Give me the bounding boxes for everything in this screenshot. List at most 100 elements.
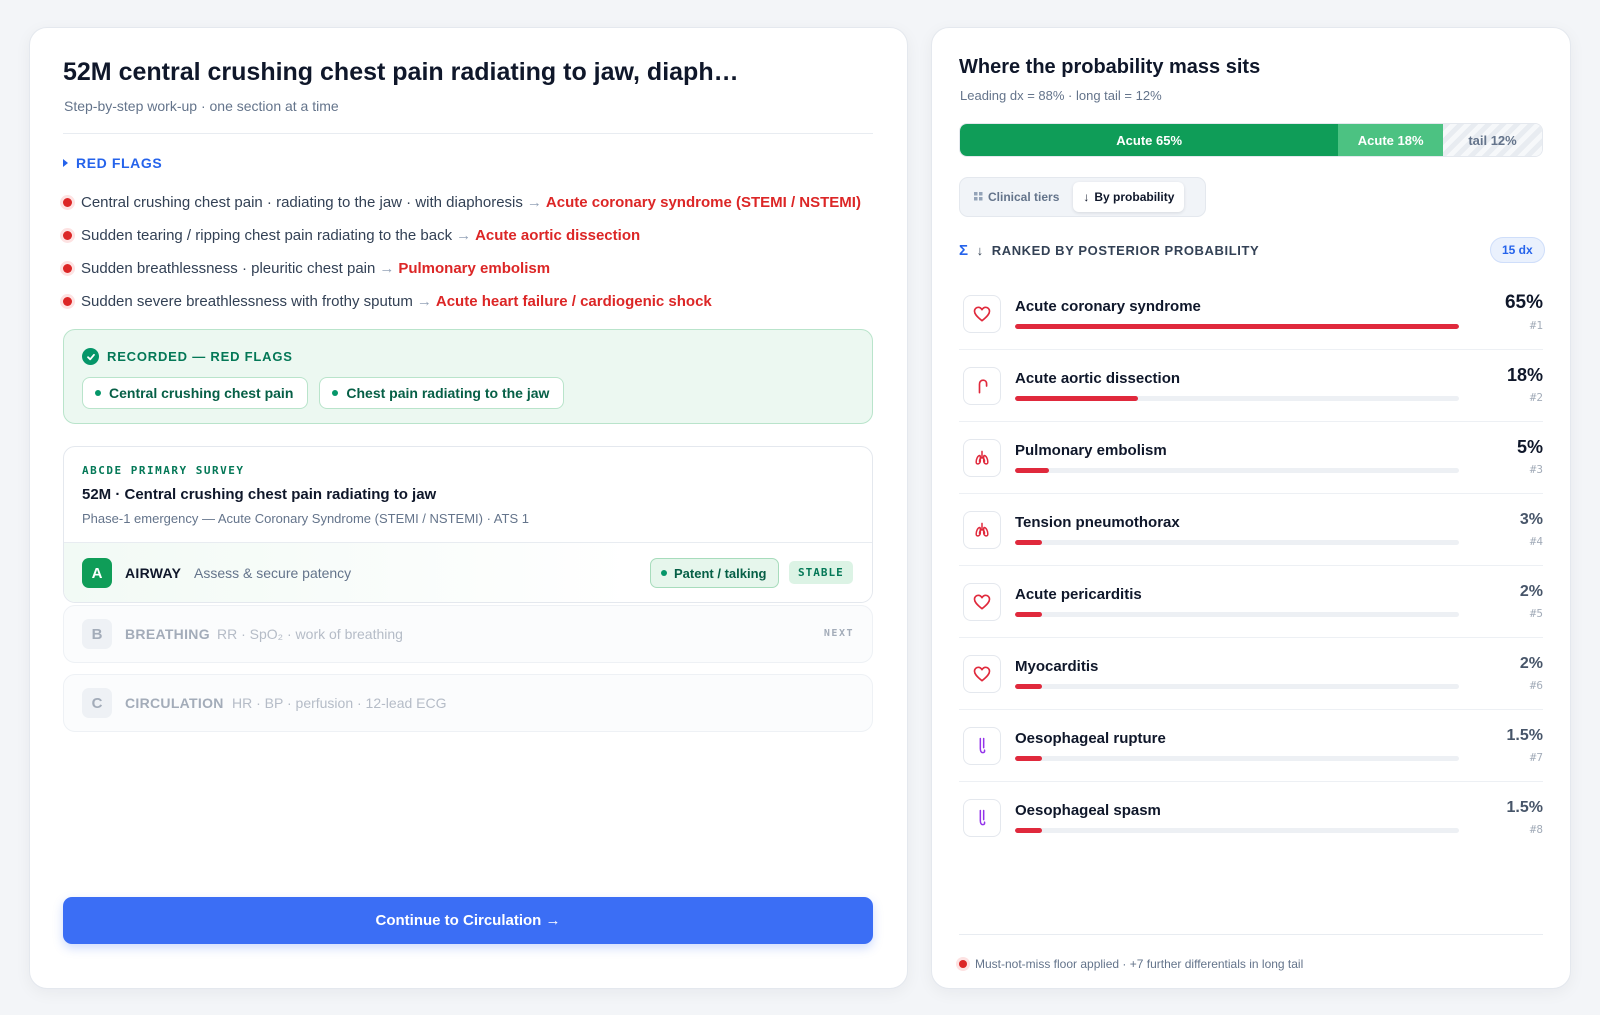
red-flags-toggle[interactable]: RED FLAGS	[63, 155, 162, 171]
differential-row[interactable]: Acute aortic dissection 18% #2	[959, 350, 1543, 422]
red-flag-dx: Acute aortic dissection	[475, 227, 641, 244]
probability-bar	[1015, 540, 1459, 545]
probability-bar-fill	[1015, 468, 1050, 473]
probability-bar	[1015, 828, 1459, 833]
red-dot-icon	[63, 231, 72, 240]
differential-name: Oesophageal rupture	[1015, 730, 1166, 747]
red-dot-icon	[63, 297, 72, 306]
recorded-chips: Central crushing chest pain Chest pain r…	[82, 377, 565, 409]
differential-row[interactable]: Acute coronary syndrome 65% #1	[959, 278, 1543, 350]
recorded-chip-label: Central crushing chest pain	[109, 385, 294, 401]
sigma-icon: Σ	[959, 242, 969, 259]
mass-subtitle: Leading dx = 88% · long tail = 12%	[960, 88, 1162, 103]
rank-label: #7	[1529, 751, 1543, 764]
circulation-step[interactable]: C CIRCULATION HR · BP · perfusion · 12-l…	[63, 674, 873, 732]
lungs-icon	[963, 511, 1001, 549]
differential-row[interactable]: Myocarditis 2% #6	[959, 638, 1543, 710]
breathing-desc: RR · SpO₂ · work of breathing	[217, 626, 403, 642]
red-dot-icon	[63, 198, 72, 207]
red-flag-item: Sudden severe breathlessness with frothy…	[63, 285, 893, 318]
probability-bar-fill	[1015, 612, 1042, 617]
caret-right-icon	[63, 159, 68, 167]
survey-title: 52M · Central crushing chest pain radiat…	[82, 486, 437, 503]
differential-row[interactable]: Tension pneumothorax 3% #4	[959, 494, 1543, 566]
probability-bar	[1015, 684, 1459, 689]
footer-note: Must-not-miss floor applied · +7 further…	[975, 957, 1304, 971]
footer-note-row: Must-not-miss floor applied · +7 further…	[959, 957, 1303, 971]
differential-name: Acute coronary syndrome	[1015, 298, 1201, 315]
red-dot-icon	[63, 264, 72, 273]
recorded-heading-row: RECORDED — RED FLAGS	[82, 348, 293, 365]
differential-row[interactable]: Pulmonary embolism 5% #3	[959, 422, 1543, 494]
tab-by-probability[interactable]: ↓ By probability	[1073, 182, 1185, 212]
airway-desc: Assess & secure patency	[194, 565, 352, 581]
airway-finding-chip[interactable]: Patent / talking	[650, 558, 780, 588]
primary-survey-card: ABCDE PRIMARY SURVEY 52M · Central crush…	[63, 446, 873, 603]
differential-row[interactable]: Acute pericarditis 2% #5	[959, 566, 1543, 638]
case-title: 52M central crushing chest pain radiatin…	[63, 58, 739, 86]
oesophagus-icon	[963, 799, 1001, 837]
divider	[959, 934, 1543, 935]
recorded-chip[interactable]: Chest pain radiating to the jaw	[319, 377, 565, 409]
continue-button[interactable]: Continue to Circulation →	[63, 897, 873, 944]
mass-segment-second: Acute 18%	[1338, 124, 1444, 156]
mass-segment-leading: Acute 65%	[960, 124, 1339, 156]
probability-bar-fill	[1015, 756, 1042, 761]
red-flag-text: Sudden breathlessness · pleuritic chest …	[81, 260, 376, 277]
arrow-right-icon: →	[379, 260, 395, 277]
differential-row[interactable]: Oesophageal rupture 1.5% #7	[959, 710, 1543, 782]
arrow-right-icon: →	[416, 293, 432, 310]
circulation-name: CIRCULATION	[125, 695, 224, 711]
red-flag-text: Sudden severe breathlessness with frothy…	[81, 293, 413, 310]
grid-icon	[974, 190, 983, 204]
airway-finding: Patent / talking	[674, 565, 767, 581]
probability-value: 18%	[1506, 365, 1543, 385]
breathing-name: BREATHING	[125, 626, 210, 642]
ranked-heading-row: Σ ↓ RANKED BY POSTERIOR PROBABILITY	[959, 242, 1259, 259]
tab-clinical-tiers[interactable]: Clinical tiers	[964, 182, 1069, 212]
red-flag-item: Sudden breathlessness · pleuritic chest …	[63, 252, 893, 285]
rank-label: #1	[1529, 319, 1543, 332]
ranked-heading: RANKED BY POSTERIOR PROBABILITY	[991, 243, 1260, 258]
rank-label: #8	[1529, 823, 1543, 836]
airway-name: AIRWAY	[125, 565, 182, 581]
recorded-chip-label: Chest pain radiating to the jaw	[346, 385, 550, 401]
circulation-desc: HR · BP · perfusion · 12-lead ECG	[232, 695, 447, 711]
red-flag-dx: Acute heart failure / cardiogenic shock	[435, 293, 712, 310]
rank-label: #3	[1529, 463, 1543, 476]
breathing-step[interactable]: B BREATHING RR · SpO₂ · work of breathin…	[63, 605, 873, 663]
red-flags-heading: RED FLAGS	[76, 155, 163, 171]
arrow-down-icon: ↓	[1083, 190, 1090, 204]
probability-bar-fill	[1015, 324, 1459, 329]
oesophagus-icon	[963, 727, 1001, 765]
recorded-chip[interactable]: Central crushing chest pain	[82, 377, 309, 409]
probability-bar-fill	[1015, 540, 1042, 545]
red-flags-list: Central crushing chest pain · radiating …	[63, 186, 893, 318]
differential-list: Acute coronary syndrome 65% #1 Acute aortic…	[959, 278, 1543, 854]
probability-value: 65%	[1504, 292, 1543, 313]
breathing-letter-badge: B	[82, 619, 112, 649]
red-flag-dx: Pulmonary embolism	[398, 260, 551, 277]
heart-icon	[963, 295, 1001, 333]
tab-by-probability-label: By probability	[1094, 190, 1175, 204]
survey-eyebrow: ABCDE PRIMARY SURVEY	[82, 464, 245, 477]
rank-label: #6	[1529, 679, 1543, 692]
red-dot-icon	[959, 960, 967, 968]
aorta-icon	[963, 367, 1001, 405]
tab-clinical-tiers-label: Clinical tiers	[988, 190, 1060, 204]
probability-panel: Where the probability mass sits Leading …	[931, 27, 1571, 989]
dx-count-badge: 15 dx	[1490, 237, 1545, 263]
probability-bar	[1015, 468, 1459, 473]
probability-bar	[1015, 324, 1459, 329]
red-flag-text: Sudden tearing / ripping chest pain radi…	[81, 227, 453, 244]
differential-name: Tension pneumothorax	[1015, 514, 1180, 531]
probability-bar	[1015, 612, 1459, 617]
workup-panel: 52M central crushing chest pain radiatin…	[29, 27, 908, 989]
arrow-right-icon: →	[456, 227, 472, 244]
survey-subtitle: Phase-1 emergency — Acute Coronary Syndr…	[82, 511, 529, 526]
arrow-right-icon: →	[526, 194, 542, 211]
airway-step[interactable]: A AIRWAY Assess & secure patency Patent …	[64, 542, 872, 602]
case-subtitle: Step-by-step work-up · one section at a …	[64, 98, 339, 114]
differential-row[interactable]: Oesophageal spasm 1.5% #8	[959, 782, 1543, 854]
probability-value: 1.5%	[1506, 799, 1543, 816]
